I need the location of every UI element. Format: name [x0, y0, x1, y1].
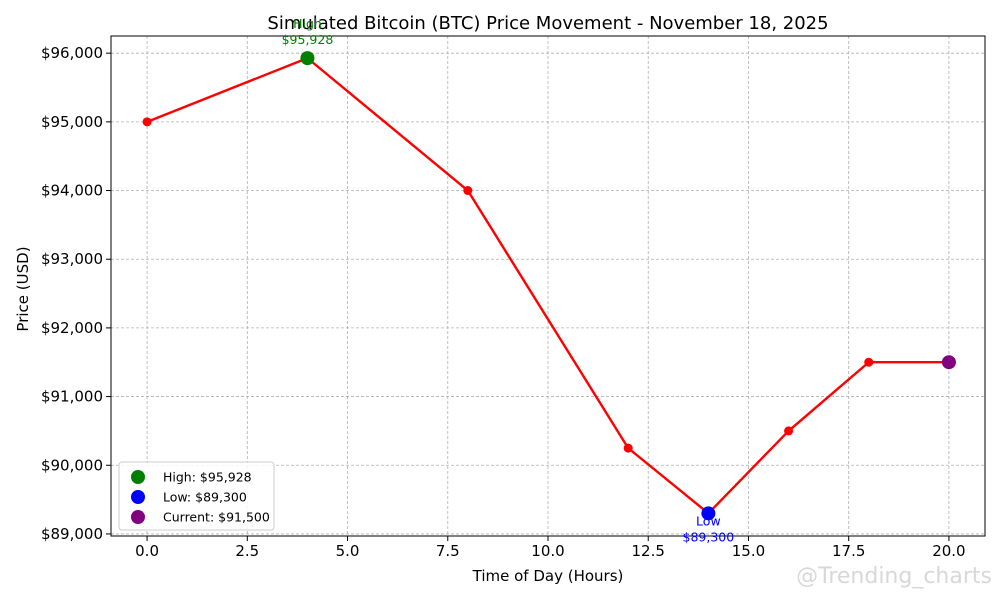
- y-tick-label: $91,000: [41, 388, 103, 406]
- low-annotation-value: $89,300: [683, 529, 735, 544]
- x-axis-label: Time of Day (Hours): [472, 567, 624, 585]
- x-tick-label: 17.5: [832, 542, 865, 560]
- low-annotation-label: Low: [696, 513, 721, 528]
- y-tick-label: $90,000: [41, 456, 103, 474]
- x-tick-label: 15.0: [732, 542, 765, 560]
- y-tick-label: $96,000: [41, 44, 103, 62]
- y-axis: $89,000 $90,000 $91,000 $92,000 $93,000 $94,0…: [41, 44, 111, 543]
- highlight-layer: High$95,928 Low$89,300: [282, 16, 956, 544]
- x-tick-label: 0.0: [135, 542, 159, 560]
- y-tick-label: $95,000: [41, 113, 103, 131]
- data-point: [864, 357, 874, 367]
- high-annotation-value: $95,928: [282, 32, 334, 47]
- y-tick-label: $89,000: [41, 525, 103, 543]
- legend-entry: Current: $91,500: [163, 510, 270, 525]
- high-annotation-label: High: [293, 16, 322, 31]
- x-tick-label: 10.0: [531, 542, 564, 560]
- legend-marker: [131, 470, 145, 484]
- watermark: @Trending_charts: [796, 564, 992, 589]
- legend-marker: [131, 490, 145, 504]
- data-point: [784, 426, 794, 436]
- legend-entry: Low: $89,300: [163, 490, 247, 505]
- current-marker: [941, 355, 956, 370]
- data-point: [463, 186, 473, 196]
- high-marker: [300, 51, 315, 66]
- series-line: [146, 56, 949, 515]
- x-axis: 0.0 2.5 5.0 7.5 10.0 12.5 15.0 17.5 20.0: [135, 536, 966, 560]
- x-tick-label: 2.5: [235, 542, 259, 560]
- legend-marker: [131, 510, 145, 524]
- legend: High: $95,928 Low: $89,300 Current: $91,50…: [118, 461, 275, 531]
- chart-title: Simulated Bitcoin (BTC) Price Movement -…: [267, 13, 828, 34]
- low-marker: [701, 506, 716, 521]
- x-tick-label: 5.0: [336, 542, 360, 560]
- x-tick-label: 12.5: [632, 542, 665, 560]
- legend-frame: [118, 461, 275, 531]
- legend-entry: High: $95,928: [163, 470, 252, 485]
- data-point: [623, 443, 633, 453]
- y-tick-label: $92,000: [41, 319, 103, 337]
- y-axis-label: Price (USD): [14, 246, 32, 331]
- data-point: [142, 117, 152, 127]
- x-tick-label: 20.0: [932, 542, 965, 560]
- y-tick-label: $93,000: [41, 250, 103, 268]
- y-tick-label: $94,000: [41, 182, 103, 200]
- x-tick-label: 7.5: [436, 542, 460, 560]
- grid: [111, 36, 985, 536]
